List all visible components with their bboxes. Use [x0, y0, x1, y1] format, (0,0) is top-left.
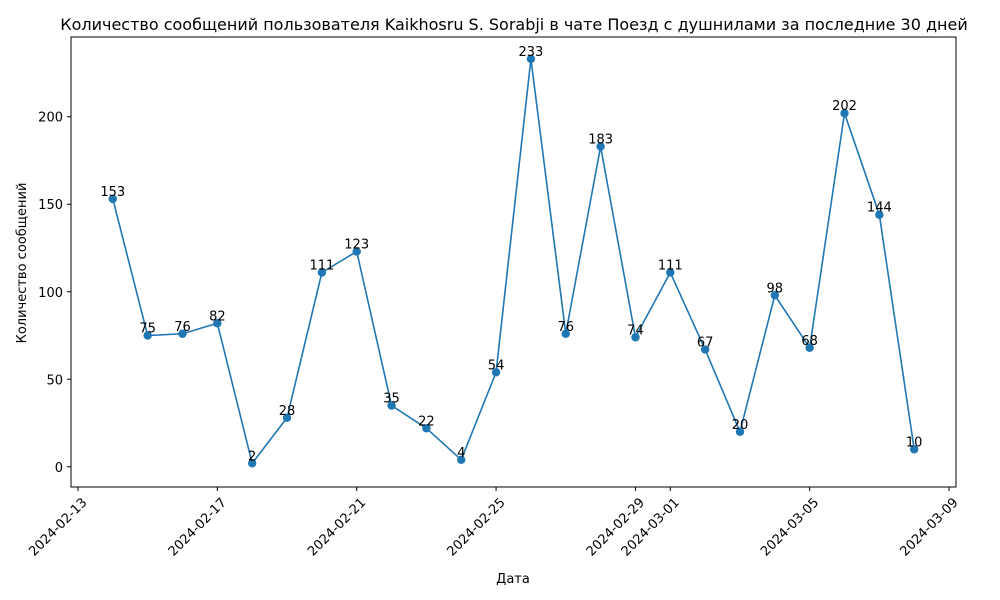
data-label: 144 — [867, 201, 892, 216]
series-line — [112, 58, 915, 466]
data-point — [108, 194, 118, 204]
x-tick-label: 2024-02-17 — [166, 495, 230, 559]
data-point — [909, 445, 919, 454]
data-label: 35 — [383, 392, 400, 407]
data-label: 10 — [906, 435, 923, 450]
x-tick-label: 2024-03-05 — [758, 495, 822, 559]
data-point — [770, 291, 780, 300]
data-label: 76 — [174, 320, 191, 335]
data-point — [596, 142, 605, 151]
data-label: 2 — [248, 449, 256, 464]
data-point — [840, 109, 849, 118]
data-label: 20 — [732, 418, 749, 433]
data-point — [282, 413, 292, 422]
data-point — [178, 329, 187, 338]
data-label: 82 — [209, 309, 226, 324]
data-label: 28 — [279, 404, 296, 419]
data-point — [491, 368, 501, 377]
x-tick-label: 2024-02-25 — [445, 495, 509, 559]
data-label: 233 — [519, 45, 544, 60]
data-label: 153 — [100, 185, 125, 200]
data-label: 76 — [557, 320, 574, 335]
x-axis-label: Дата — [496, 572, 530, 587]
y-axis-label: Количество сообщений — [15, 183, 30, 344]
data-point — [143, 331, 152, 340]
data-point — [631, 333, 640, 342]
x-tick-label: 2024-02-21 — [305, 495, 369, 559]
data-point — [213, 319, 222, 328]
data-label: 183 — [588, 132, 613, 147]
y-tick-label: 0 — [55, 461, 63, 476]
data-label: 4 — [457, 446, 465, 461]
x-tick-label: 2024-03-09 — [897, 495, 961, 559]
data-label: 98 — [767, 281, 784, 296]
y-tick-label: 200 — [38, 111, 63, 126]
plot-area: 0 50 100 150 200 2024-02-13 2024-02-17 2024-02-… — [26, 36, 962, 559]
data-label: 68 — [801, 334, 818, 349]
x-tick-label: 2024-02-13 — [26, 495, 90, 559]
data-point — [352, 247, 361, 256]
data-point — [422, 424, 431, 433]
data-point — [247, 459, 257, 468]
data-label: 74 — [627, 323, 644, 338]
data-label: 111 — [658, 259, 683, 274]
y-tick-label: 150 — [38, 198, 63, 213]
data-label: 75 — [139, 322, 156, 337]
data-point — [875, 210, 884, 219]
data-label: 202 — [832, 99, 857, 114]
data-point — [700, 345, 710, 354]
data-label: 54 — [488, 358, 505, 373]
data-point — [526, 54, 536, 64]
data-point — [457, 455, 466, 464]
data-label: 123 — [344, 237, 369, 252]
data-label: 111 — [309, 259, 334, 274]
data-point — [561, 329, 570, 338]
data-point — [735, 427, 745, 436]
y-tick-label: 100 — [38, 286, 63, 301]
chart-title: Количество сообщений пользователя Kaikho… — [60, 15, 968, 34]
data-point — [387, 401, 396, 410]
plot-frame — [70, 36, 957, 488]
y-tick-label: 50 — [46, 373, 63, 388]
data-point — [317, 268, 327, 277]
data-label: 22 — [418, 414, 435, 429]
data-point — [805, 343, 814, 352]
data-point — [666, 268, 675, 277]
data-label: 67 — [697, 336, 714, 351]
